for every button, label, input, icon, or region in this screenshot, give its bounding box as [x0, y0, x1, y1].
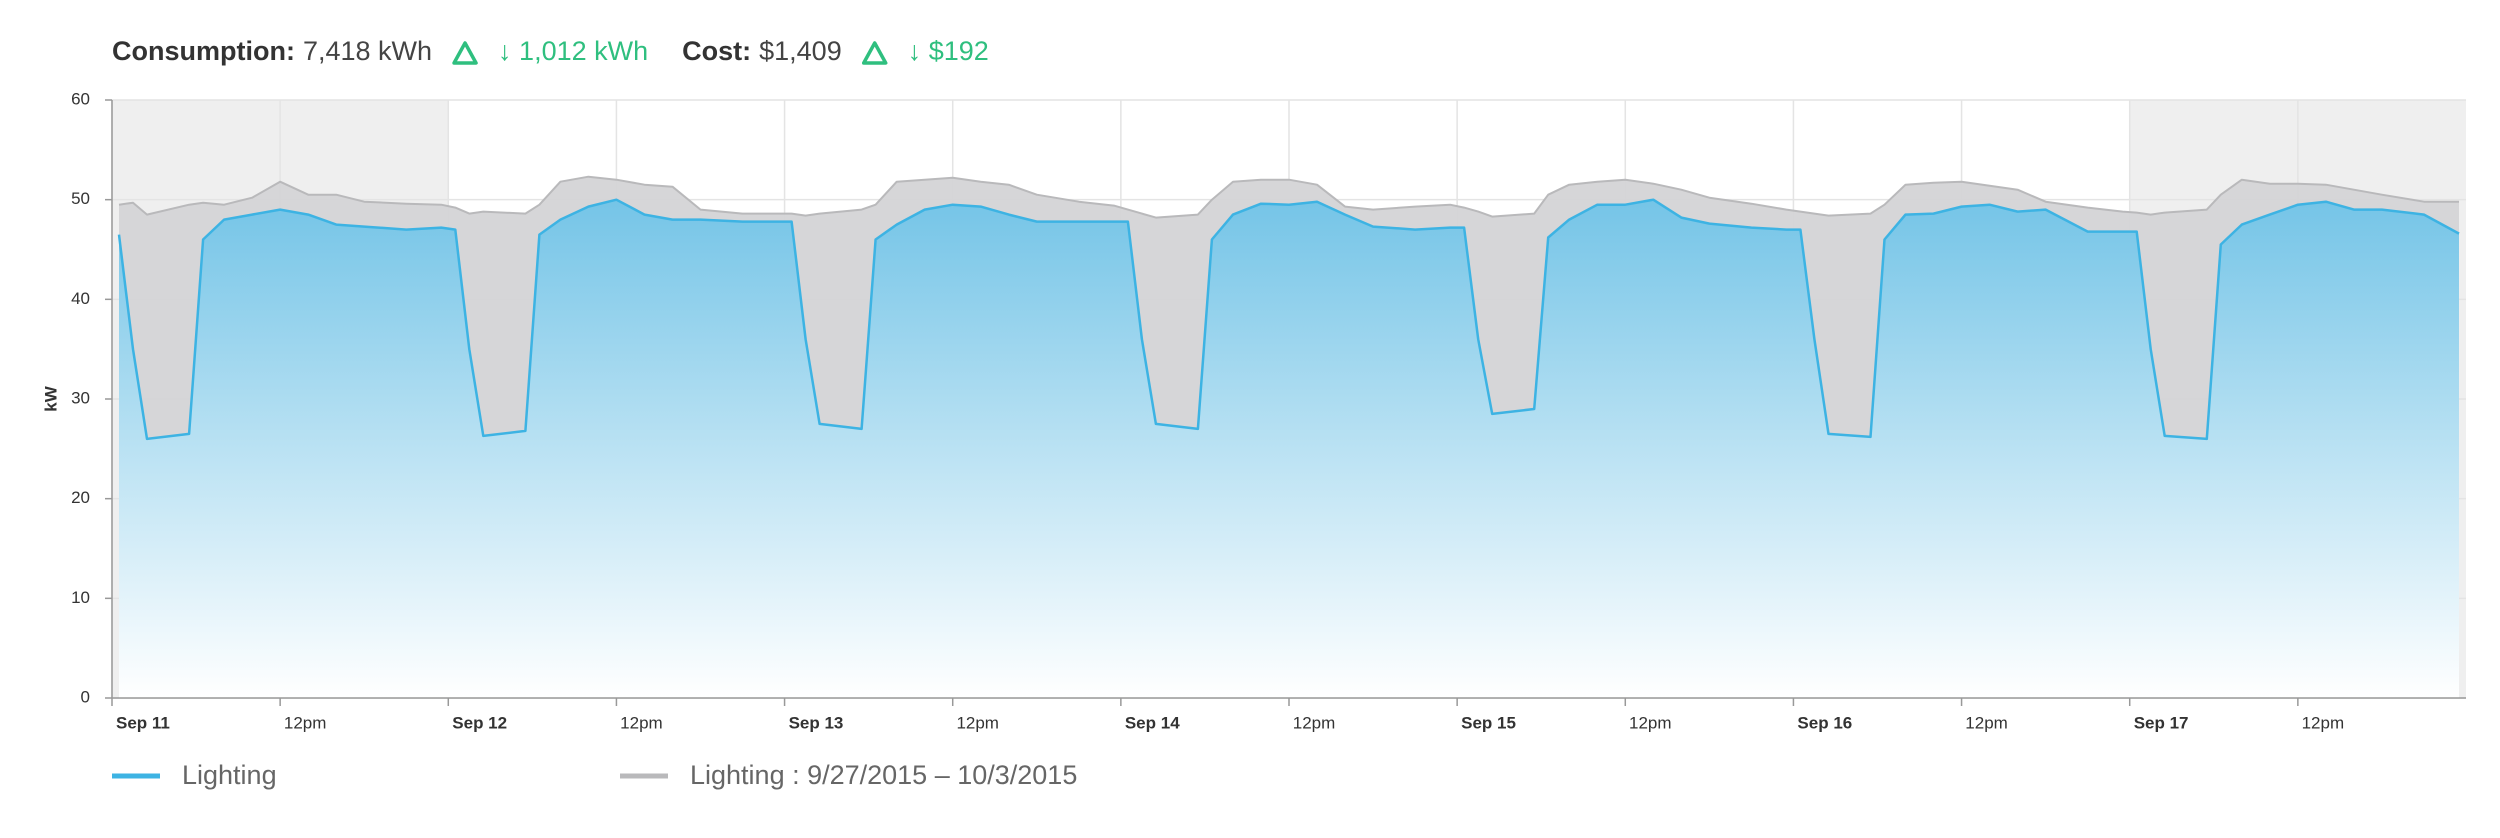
x-tick-label: 12pm	[956, 713, 999, 732]
summary-label: Consumption:	[112, 36, 295, 66]
x-tick-label: 12pm	[1293, 713, 1336, 732]
y-tick-label: 20	[71, 488, 90, 507]
y-tick-label: 30	[71, 388, 90, 407]
y-tick-label: 60	[71, 89, 90, 108]
area	[119, 199, 2459, 698]
y-tick-label: 50	[71, 189, 90, 208]
delta-icon	[861, 41, 888, 65]
x-tick-label: Sep 14	[1125, 713, 1180, 732]
delta-icon	[452, 41, 478, 65]
x-tick-label: Sep 16	[1797, 713, 1852, 732]
y-tick-label: 10	[71, 588, 90, 607]
summary-change: ↓ $192	[908, 36, 989, 66]
x-tick-label: Sep 15	[1461, 713, 1516, 732]
line	[117, 198, 2460, 441]
x-tick-label: 12pm	[2302, 713, 2345, 732]
x-tick-label: Sep 13	[789, 713, 844, 732]
y-tick-label: 0	[81, 687, 90, 706]
x-tick-label: 12pm	[620, 713, 663, 732]
legend-label: Lighting : 9/27/2015 – 10/3/2015	[690, 760, 1077, 790]
x-tick-label: 12pm	[1965, 713, 2008, 732]
y-axis-label: kW	[41, 385, 60, 411]
x-tick-label: Sep 17	[2134, 713, 2189, 732]
summary-value: $1,409	[759, 36, 842, 66]
summary-value: 7,418 kWh	[303, 36, 432, 66]
x-tick-label: 12pm	[1629, 713, 1672, 732]
y-tick-label: 40	[71, 289, 90, 308]
line	[118, 175, 2459, 219]
legend-label: Lighting	[182, 760, 277, 790]
summary-change: ↓ 1,012 kWh	[498, 36, 648, 66]
summary-label: Cost:	[682, 36, 751, 66]
x-tick-label: Sep 12	[452, 713, 507, 732]
x-tick-label: 12pm	[284, 713, 327, 732]
x-tick-label: Sep 11	[116, 713, 170, 732]
